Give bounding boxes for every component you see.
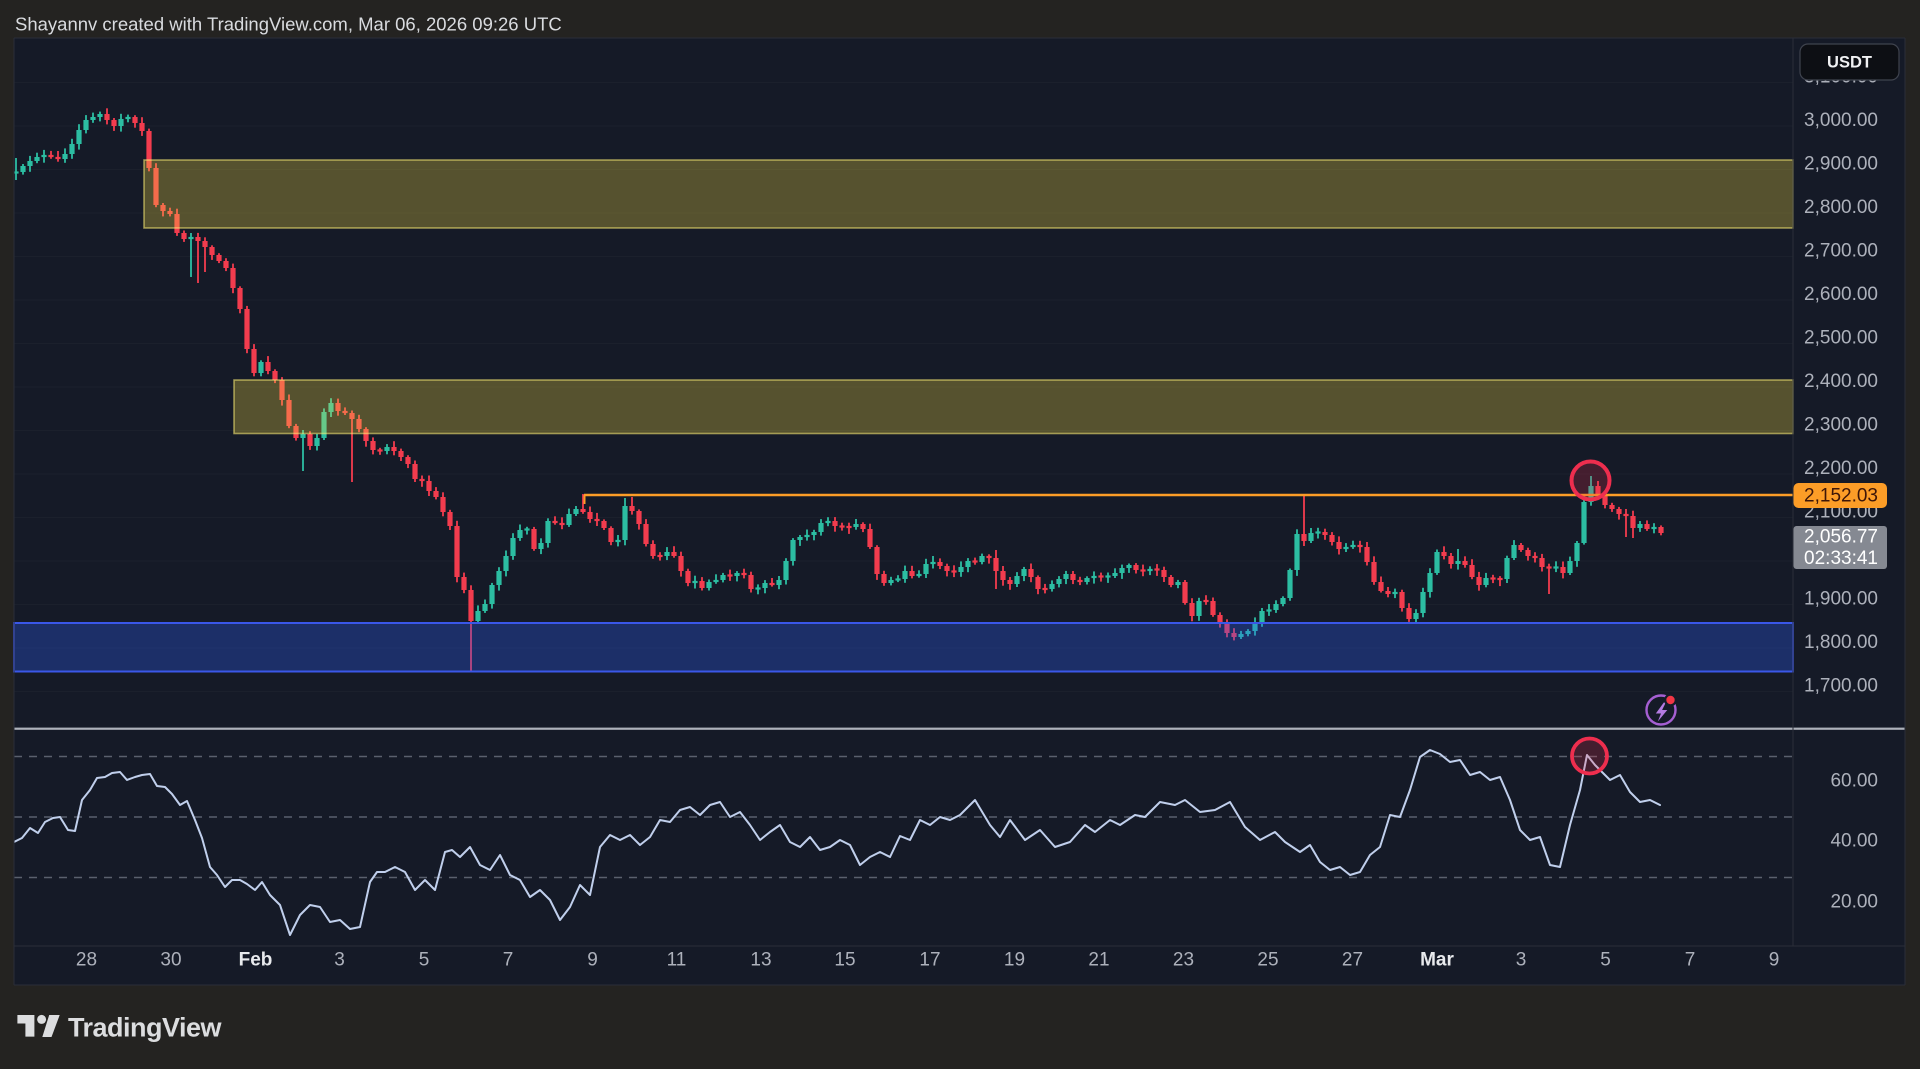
svg-text:21: 21	[1088, 950, 1109, 971]
svg-text:2,600.00: 2,600.00	[1804, 284, 1878, 305]
svg-text:30: 30	[160, 950, 181, 971]
svg-text:TradingView: TradingView	[68, 1013, 223, 1043]
svg-text:15: 15	[834, 950, 855, 971]
svg-text:9: 9	[587, 950, 598, 971]
svg-text:7: 7	[1685, 950, 1696, 971]
svg-text:2,500.00: 2,500.00	[1804, 328, 1878, 349]
svg-text:2,300.00: 2,300.00	[1804, 415, 1878, 436]
svg-text:17: 17	[919, 950, 940, 971]
svg-text:Shayannv created with TradingV: Shayannv created with TradingView.com, M…	[15, 14, 562, 35]
svg-text:02:33:41: 02:33:41	[1804, 548, 1878, 569]
svg-text:2,900.00: 2,900.00	[1804, 154, 1878, 175]
svg-text:9: 9	[1769, 950, 1780, 971]
svg-text:28: 28	[76, 950, 97, 971]
svg-text:2,056.77: 2,056.77	[1804, 527, 1878, 548]
svg-text:2,400.00: 2,400.00	[1804, 371, 1878, 392]
svg-text:USDT: USDT	[1827, 54, 1872, 72]
svg-text:13: 13	[750, 950, 771, 971]
svg-text:2,200.00: 2,200.00	[1804, 458, 1878, 479]
svg-text:5: 5	[419, 950, 430, 971]
svg-text:1,700.00: 1,700.00	[1804, 676, 1878, 697]
svg-text:20.00: 20.00	[1830, 892, 1878, 913]
svg-text:3: 3	[334, 950, 345, 971]
svg-text:60.00: 60.00	[1830, 771, 1878, 792]
svg-text:7: 7	[503, 950, 514, 971]
svg-text:2,700.00: 2,700.00	[1804, 241, 1878, 262]
svg-text:25: 25	[1257, 950, 1278, 971]
svg-text:19: 19	[1004, 950, 1025, 971]
svg-text:2,152.03: 2,152.03	[1804, 486, 1878, 507]
svg-text:1,900.00: 1,900.00	[1804, 589, 1878, 610]
svg-text:23: 23	[1173, 950, 1194, 971]
svg-text:5: 5	[1600, 950, 1611, 971]
svg-text:Feb: Feb	[239, 950, 273, 971]
svg-text:11: 11	[667, 950, 687, 971]
svg-text:2,800.00: 2,800.00	[1804, 197, 1878, 218]
svg-text:3: 3	[1516, 950, 1527, 971]
svg-text:1,800.00: 1,800.00	[1804, 632, 1878, 653]
svg-text:Mar: Mar	[1420, 950, 1454, 971]
svg-text:3,000.00: 3,000.00	[1804, 110, 1878, 131]
svg-text:40.00: 40.00	[1830, 831, 1878, 852]
svg-text:27: 27	[1342, 950, 1363, 971]
